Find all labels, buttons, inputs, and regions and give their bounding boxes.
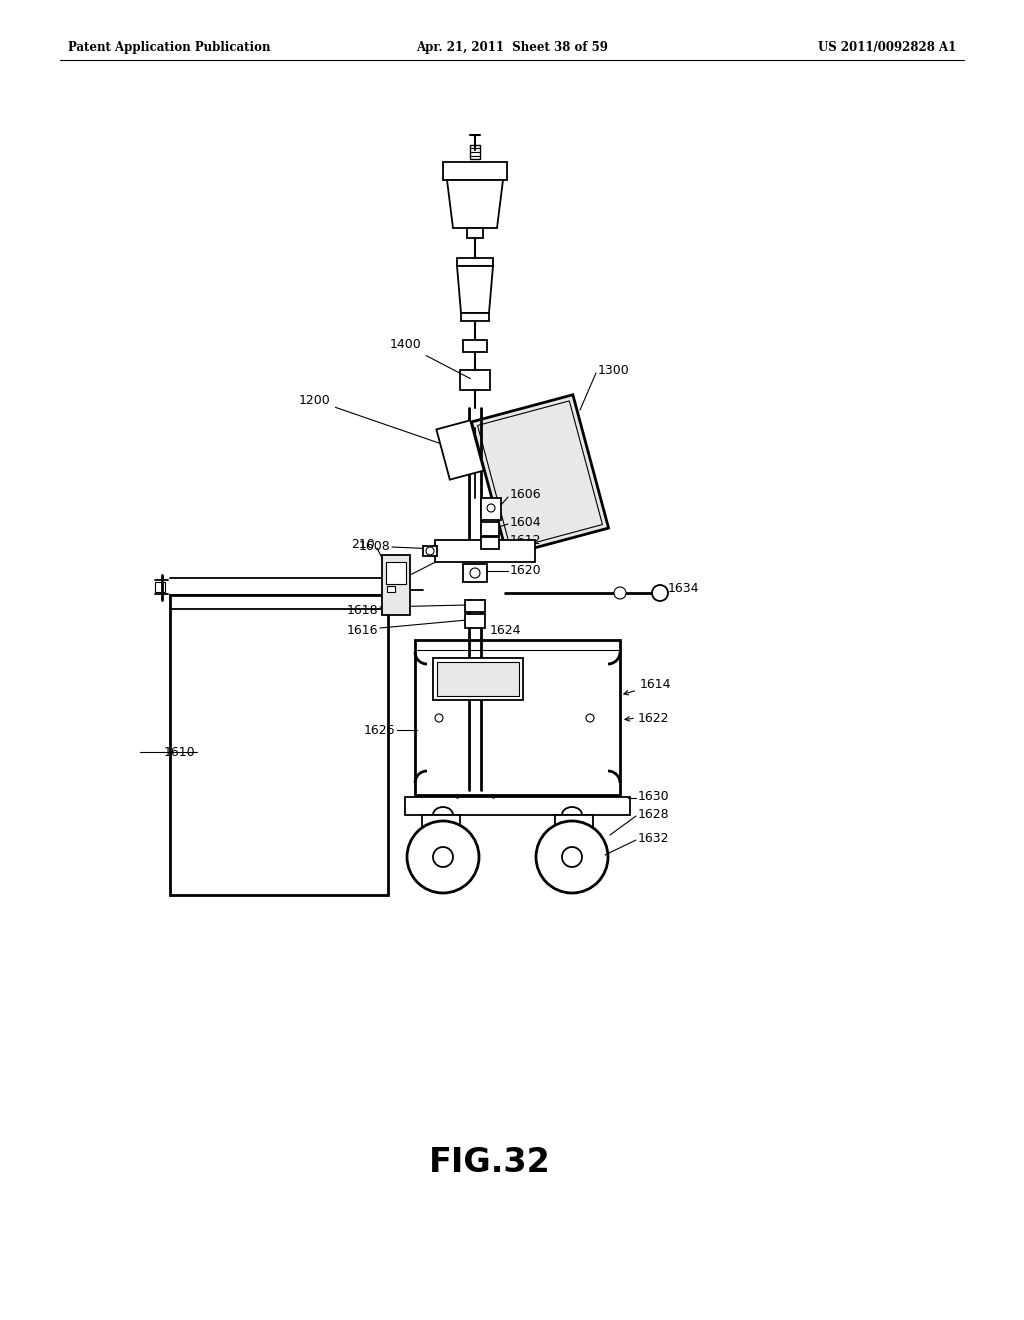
Text: 1200: 1200 bbox=[298, 393, 461, 451]
Bar bbox=[386, 562, 406, 583]
Text: 1622: 1622 bbox=[638, 711, 670, 725]
Text: 1628: 1628 bbox=[638, 808, 670, 821]
Circle shape bbox=[652, 585, 668, 601]
Bar bbox=[387, 586, 395, 591]
Circle shape bbox=[435, 714, 443, 722]
Bar bbox=[457, 257, 493, 267]
Text: 1626: 1626 bbox=[364, 723, 395, 737]
Bar bbox=[443, 162, 507, 180]
Bar bbox=[460, 370, 490, 389]
Text: 1608: 1608 bbox=[358, 540, 390, 553]
Text: 1618: 1618 bbox=[346, 603, 378, 616]
Circle shape bbox=[487, 504, 495, 512]
Bar bbox=[406, 797, 630, 814]
Text: 1632: 1632 bbox=[638, 832, 670, 845]
Polygon shape bbox=[436, 420, 483, 479]
Bar bbox=[481, 537, 499, 549]
Circle shape bbox=[614, 587, 626, 599]
Polygon shape bbox=[447, 180, 503, 228]
Bar bbox=[433, 657, 523, 700]
Text: 1612: 1612 bbox=[510, 533, 542, 546]
Bar bbox=[463, 564, 487, 582]
Bar bbox=[481, 498, 501, 520]
Text: 210: 210 bbox=[351, 539, 375, 552]
Circle shape bbox=[562, 847, 582, 867]
Bar bbox=[463, 341, 487, 352]
Circle shape bbox=[536, 821, 608, 894]
Text: 1634: 1634 bbox=[668, 582, 699, 594]
Text: 1604: 1604 bbox=[510, 516, 542, 529]
Circle shape bbox=[407, 821, 479, 894]
Bar bbox=[465, 614, 485, 628]
Bar bbox=[415, 640, 620, 795]
Text: FIG.32: FIG.32 bbox=[429, 1146, 551, 1179]
Bar bbox=[470, 145, 480, 158]
Text: US 2011/0092828 A1: US 2011/0092828 A1 bbox=[818, 41, 956, 54]
Text: 1400: 1400 bbox=[390, 338, 471, 379]
Bar bbox=[422, 814, 460, 832]
Text: 1300: 1300 bbox=[598, 363, 630, 376]
Bar bbox=[555, 814, 593, 832]
Circle shape bbox=[433, 847, 453, 867]
Text: 1624: 1624 bbox=[490, 623, 521, 636]
Text: 1616: 1616 bbox=[346, 623, 378, 636]
Text: 1610: 1610 bbox=[164, 746, 195, 759]
Text: 1630: 1630 bbox=[638, 789, 670, 803]
Polygon shape bbox=[457, 267, 493, 313]
Text: 1620: 1620 bbox=[510, 564, 542, 577]
Text: Apr. 21, 2011  Sheet 38 of 59: Apr. 21, 2011 Sheet 38 of 59 bbox=[416, 41, 608, 54]
Bar bbox=[437, 663, 519, 696]
Circle shape bbox=[426, 546, 434, 554]
Bar bbox=[467, 228, 483, 238]
Bar bbox=[170, 595, 388, 895]
Bar bbox=[465, 601, 485, 612]
Text: Patent Application Publication: Patent Application Publication bbox=[68, 41, 270, 54]
Bar bbox=[382, 554, 410, 615]
Polygon shape bbox=[471, 395, 608, 556]
Bar bbox=[461, 313, 489, 321]
Bar bbox=[481, 521, 499, 536]
Bar bbox=[155, 582, 165, 591]
Circle shape bbox=[470, 568, 480, 578]
Bar bbox=[423, 546, 437, 556]
Text: 1614: 1614 bbox=[624, 678, 672, 694]
Text: 1606: 1606 bbox=[510, 488, 542, 502]
Circle shape bbox=[586, 714, 594, 722]
Bar bbox=[435, 540, 535, 562]
